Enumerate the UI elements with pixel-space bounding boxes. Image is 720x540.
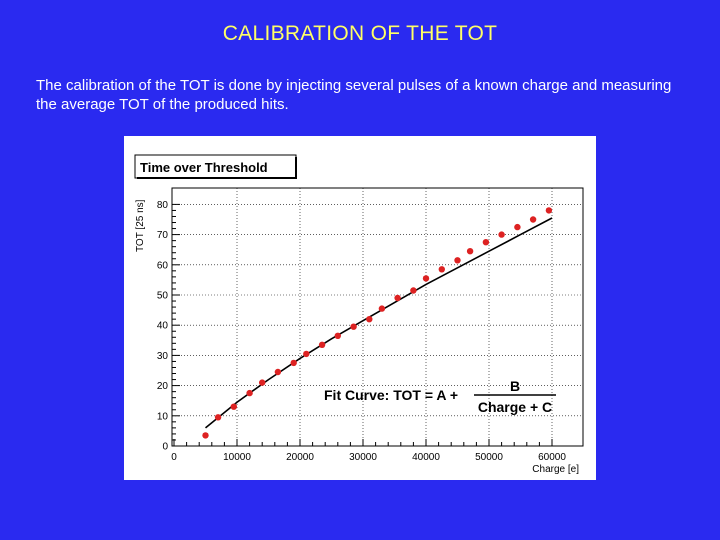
data-point (303, 350, 310, 358)
x-tick-label: 30000 (349, 452, 377, 463)
axis-ticks: 0 10000 20000 30000 40000 50000 60000 0 10 20 30 40… (157, 200, 566, 463)
data-point (259, 379, 266, 386)
data-point (290, 359, 297, 367)
data-point (545, 207, 553, 214)
data-point (529, 216, 537, 223)
fit-formula-numerator: B (510, 378, 520, 394)
x-tick-label: 50000 (475, 452, 503, 463)
data-point (438, 266, 445, 273)
y-axis-label: TOT [25 ns] (135, 199, 146, 252)
y-tick-label: 0 (162, 442, 168, 453)
fit-formula: Fit Curve: TOT = A + B Charge + C (324, 378, 556, 415)
grid-lines (172, 188, 583, 446)
data-point (454, 257, 461, 264)
tot-calibration-chart: Time over Threshold TOT [25 ns] 0 10000 20… (134, 154, 584, 475)
data-points (202, 207, 553, 439)
chart-title: Time over Threshold (140, 160, 268, 175)
data-point (214, 414, 222, 421)
x-tick-label: 0 (171, 452, 177, 463)
fit-formula-denominator: Charge + C (478, 399, 552, 415)
data-point (318, 341, 326, 348)
data-point (334, 332, 341, 339)
chart-panel: Time over Threshold TOT [25 ns] 0 10000 20… (124, 136, 596, 480)
y-tick-label: 40 (157, 321, 169, 332)
plot-frame (171, 187, 584, 447)
y-tick-label: 60 (157, 260, 169, 271)
x-tick-label: 20000 (286, 452, 314, 463)
y-tick-label: 30 (157, 351, 169, 362)
data-point (378, 305, 386, 312)
data-point (246, 389, 253, 397)
y-tick-label: 20 (157, 381, 169, 392)
data-point (466, 248, 474, 255)
y-tick-label: 80 (157, 200, 169, 211)
slide-title: CALIBRATION OF THE TOT (222, 22, 498, 45)
data-point (202, 432, 209, 439)
slide-body-text: The calibration of the TOT is done by in… (36, 77, 672, 113)
data-point (394, 294, 401, 302)
data-point (422, 275, 430, 282)
data-point (366, 316, 373, 323)
x-tick-label: 60000 (538, 452, 566, 463)
y-tick-label: 10 (157, 411, 169, 422)
data-point (274, 368, 282, 376)
data-point (498, 231, 505, 238)
data-point (514, 223, 521, 231)
x-tick-label: 10000 (223, 452, 251, 463)
data-point (230, 403, 237, 410)
y-tick-label: 50 (157, 291, 169, 302)
data-point (350, 323, 357, 330)
x-tick-label: 40000 (412, 452, 440, 463)
fit-formula-prefix: Fit Curve: TOT = A + (324, 387, 458, 403)
data-point (482, 239, 490, 246)
y-tick-label: 70 (157, 230, 169, 241)
data-point (410, 287, 417, 294)
x-axis-label: Charge [e] (532, 464, 579, 475)
